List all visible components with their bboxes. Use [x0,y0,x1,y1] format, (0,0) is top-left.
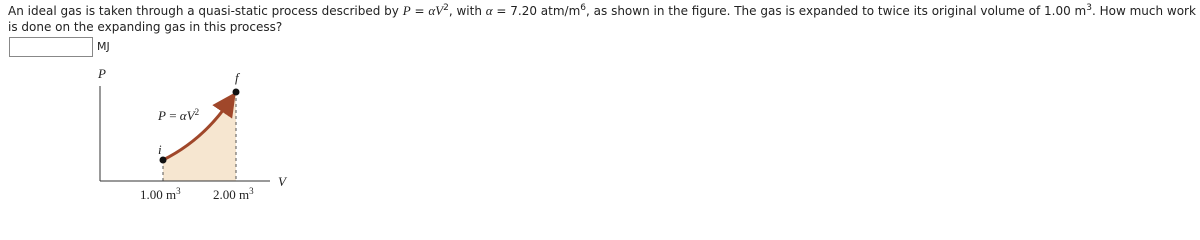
text: 1.00 m [140,187,176,202]
math: V [435,3,444,18]
x-label: 1.00 m3 [140,186,181,202]
final-point [232,88,240,96]
text: = 7.20 atm/m [492,4,581,18]
process-curve [162,92,236,162]
text: , with [448,4,486,18]
superscript: 3 [1086,3,1092,13]
question: An ideal gas is taken through a quasi-st… [8,3,1196,35]
math: V [187,108,197,123]
math: P [402,3,411,18]
text: . How much work is done on the expanding… [8,4,1196,34]
initial-point [159,156,167,164]
math: α [485,3,493,18]
page: An ideal gas is taken through a quasi-st… [8,3,1196,202]
superscript: 3 [176,186,181,196]
superscript: 3 [249,186,254,196]
superscript: 2 [195,107,200,117]
unit-label: MJ [97,40,110,53]
text: An ideal gas is taken through a quasi-st… [8,4,403,18]
math: = [166,108,180,123]
math: α [180,108,188,123]
superscript: 6 [580,3,587,13]
math: α [428,3,436,18]
superscript: 2 [443,3,449,13]
y-axis-label: P [97,66,106,81]
initial-label: i [158,142,162,157]
answer-input[interactable] [9,37,93,57]
x-label: 2.00 m3 [213,186,254,202]
text: = [410,4,429,18]
text: 2.00 m [213,187,249,202]
figure: P V i f P = αV2 1.00 m3 2.00 m3 [97,66,288,202]
text: , as shown in the figure. The gas is exp… [586,4,1087,18]
equation: P = αV2 [157,107,199,123]
math: P [157,108,166,123]
final-label: f [235,70,241,85]
x-axis-label: V [278,174,288,189]
